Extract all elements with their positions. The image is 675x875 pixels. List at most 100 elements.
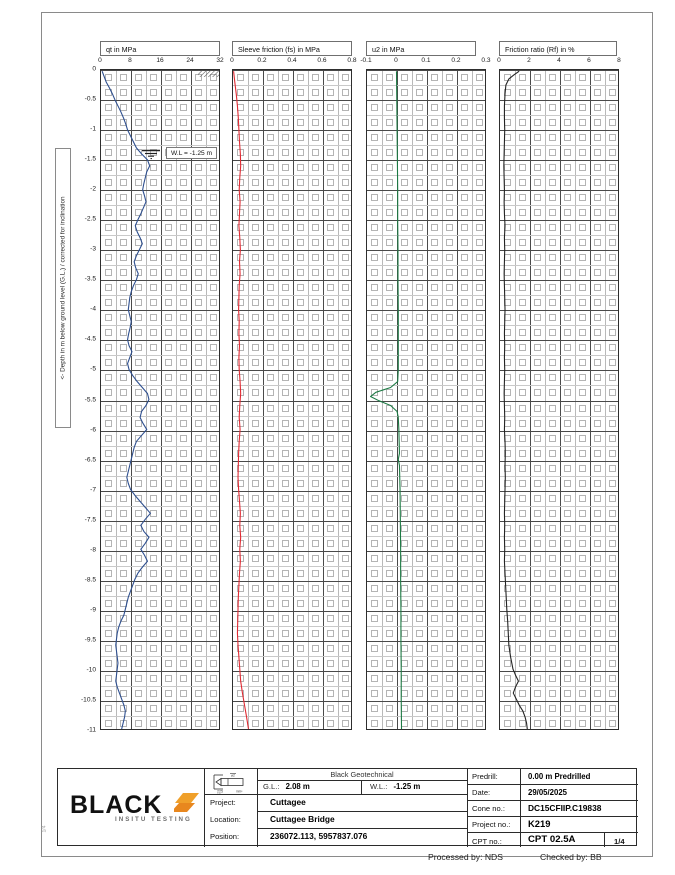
divider xyxy=(257,811,467,812)
grid-motif xyxy=(164,194,172,202)
grid-motif xyxy=(518,284,526,292)
grid-motif xyxy=(179,359,187,367)
grid-motif xyxy=(385,254,393,262)
grid-motif xyxy=(104,194,112,202)
grid-motif xyxy=(119,419,127,427)
grid-motif xyxy=(134,659,142,667)
grid-motif xyxy=(563,104,571,112)
divider xyxy=(467,832,638,833)
grid-motif xyxy=(430,74,438,81)
grid-motif xyxy=(460,569,468,577)
panel-title-rf: Friction ratio (Rf) in % xyxy=(499,41,617,56)
grid-motif xyxy=(281,149,289,157)
grid-motif xyxy=(119,434,127,442)
grid-motif xyxy=(296,659,304,667)
cpt-number-label: CPT no.: xyxy=(472,837,502,846)
grid-motif xyxy=(104,344,112,352)
grid-motif xyxy=(119,344,127,352)
grid-motif xyxy=(296,404,304,412)
grid-motif xyxy=(578,374,586,382)
grid-motif xyxy=(608,209,616,217)
grid-motif xyxy=(281,554,289,562)
gridline-horizontal-minor xyxy=(367,475,485,477)
grid-motif xyxy=(415,434,423,442)
grid-motif xyxy=(149,494,157,502)
grid-motif xyxy=(341,704,349,712)
grid-motif xyxy=(149,554,157,562)
grid-motif xyxy=(104,599,112,607)
gridline-horizontal xyxy=(367,220,485,222)
gridline-vertical xyxy=(560,70,561,729)
grid-motif xyxy=(415,659,423,667)
location-value: Cuttagee Bridge xyxy=(270,814,335,824)
grid-motif xyxy=(194,629,202,637)
grid-motif xyxy=(563,419,571,427)
grid-motif xyxy=(119,554,127,562)
grid-motif xyxy=(119,329,127,337)
grid-motif xyxy=(194,224,202,232)
grid-motif xyxy=(578,194,586,202)
grid-motif xyxy=(179,509,187,517)
grid-motif xyxy=(119,599,127,607)
grid-motif xyxy=(460,689,468,697)
grid-motif xyxy=(104,509,112,517)
grid-motif xyxy=(578,314,586,322)
divider xyxy=(467,816,638,817)
grid-motif xyxy=(149,254,157,262)
grid-motif xyxy=(475,629,483,637)
x-axis-tick-qt: 8 xyxy=(128,57,132,64)
grid-motif xyxy=(326,689,334,697)
grid-motif xyxy=(209,599,217,607)
svg-text:⌀2: ⌀2 xyxy=(231,774,235,778)
grid-motif xyxy=(460,419,468,427)
gridline-horizontal xyxy=(367,160,485,162)
grid-motif xyxy=(134,299,142,307)
grid-motif xyxy=(179,539,187,547)
gridline-vertical xyxy=(293,70,294,729)
x-axis-tick-rf: 2 xyxy=(527,57,531,64)
grid-motif xyxy=(266,164,274,172)
grid-motif xyxy=(296,464,304,472)
grid-motif xyxy=(445,224,453,232)
grid-motif xyxy=(460,119,468,127)
gridline-horizontal xyxy=(101,400,219,402)
grid-motif xyxy=(460,554,468,562)
grid-motif xyxy=(563,314,571,322)
grid-motif xyxy=(281,209,289,217)
grid-motif xyxy=(266,719,274,727)
grid-motif xyxy=(179,719,187,727)
depth-tick-label: -1.5 xyxy=(84,155,96,163)
grid-motif xyxy=(578,284,586,292)
grid-motif xyxy=(578,209,586,217)
grid-motif xyxy=(608,464,616,472)
ground-level-label: G.L.: xyxy=(263,782,280,791)
gridline-vertical xyxy=(263,70,264,729)
gridline-horizontal xyxy=(367,520,485,522)
grid-motif xyxy=(475,299,483,307)
gridline-vertical xyxy=(323,70,324,729)
grid-motif xyxy=(179,254,187,262)
grid-motif xyxy=(385,494,393,502)
grid-motif xyxy=(578,329,586,337)
grid-motif xyxy=(430,329,438,337)
grid-motif xyxy=(533,209,541,217)
grid-motif xyxy=(281,374,289,382)
grid-motif xyxy=(608,299,616,307)
grid-motif xyxy=(251,224,259,232)
grid-motif xyxy=(281,179,289,187)
grid-motif xyxy=(593,89,601,97)
x-axis-tick-fs: 0.8 xyxy=(347,57,357,64)
grid-motif xyxy=(548,359,556,367)
grid-motif xyxy=(430,179,438,187)
x-axis-tick-qt: 32 xyxy=(216,57,224,64)
grid-motif xyxy=(104,524,112,532)
grid-motif xyxy=(236,449,244,457)
grid-motif xyxy=(548,449,556,457)
grid-motif xyxy=(430,239,438,247)
grid-motif xyxy=(415,269,423,277)
grid-motif xyxy=(475,449,483,457)
gridline-horizontal-minor xyxy=(500,655,618,657)
grid-motif xyxy=(445,374,453,382)
grid-motif xyxy=(518,149,526,157)
grid-motif xyxy=(415,209,423,217)
